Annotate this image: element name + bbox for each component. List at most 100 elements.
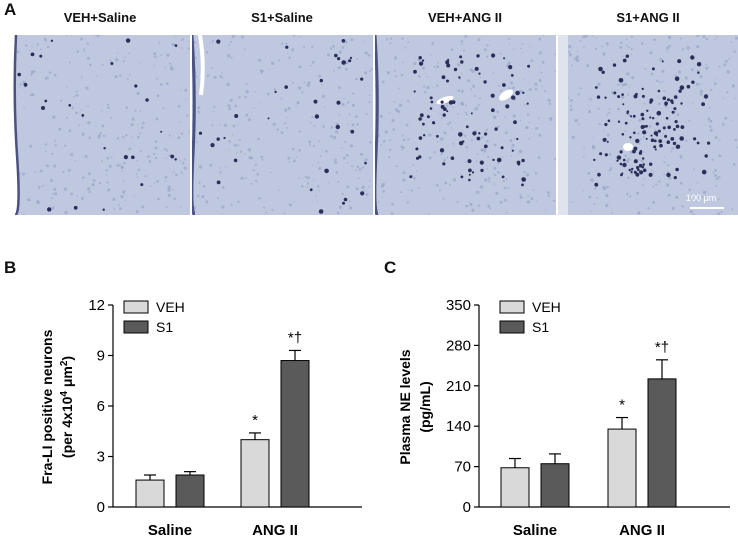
tissue-cell xyxy=(308,140,312,144)
stained-neuron xyxy=(413,90,416,93)
tissue-cell xyxy=(487,155,490,158)
tissue-cell xyxy=(718,154,722,158)
stained-neuron xyxy=(640,112,645,117)
tissue-cell xyxy=(230,203,233,206)
tissue-cell xyxy=(301,185,304,188)
tissue-cell xyxy=(365,193,369,197)
panel-letter-c: C xyxy=(384,258,397,277)
tissue-cell xyxy=(125,106,128,110)
tissue-cell xyxy=(209,163,213,167)
stained-neuron xyxy=(216,180,221,185)
tissue-cell xyxy=(325,149,328,152)
tissue-cell xyxy=(122,180,125,183)
stained-neuron xyxy=(607,119,611,123)
stained-neuron xyxy=(446,110,449,113)
stained-neuron xyxy=(474,66,479,71)
tissue-cell xyxy=(402,138,406,142)
tissue-cell xyxy=(460,40,464,43)
tissue-cell xyxy=(395,165,398,168)
tissue-cell xyxy=(407,151,409,153)
tissue-cell xyxy=(51,152,54,155)
tissue-cell xyxy=(625,159,629,164)
stained-neuron xyxy=(673,107,677,111)
tissue-cell xyxy=(570,98,573,102)
tissue-cell xyxy=(470,88,472,91)
stained-neuron xyxy=(415,147,419,151)
tissue-cell xyxy=(399,191,402,194)
tissue-cell xyxy=(122,190,126,194)
tissue-cell xyxy=(105,169,109,172)
legend-swatch xyxy=(499,300,525,314)
tissue-cell xyxy=(512,86,515,90)
stained-neuron xyxy=(134,84,138,88)
stained-neuron xyxy=(496,157,502,163)
tissue-cell xyxy=(112,197,116,201)
stained-neuron xyxy=(446,79,449,83)
tissue-cell xyxy=(594,47,597,50)
tissue-cell xyxy=(212,111,214,113)
tissue-cell xyxy=(356,58,359,61)
stained-neuron xyxy=(341,60,346,65)
tissue-cell xyxy=(358,168,362,171)
tissue-cell xyxy=(364,71,368,75)
tissue-cell xyxy=(705,63,707,66)
tissue-cell xyxy=(36,200,40,205)
tissue-cell xyxy=(63,187,67,191)
tissue-cell xyxy=(465,104,467,107)
tissue-cell xyxy=(497,171,500,174)
tissue-cell xyxy=(670,150,673,153)
tissue-cell xyxy=(318,74,322,78)
tissue-cell xyxy=(266,92,270,96)
tissue-cell xyxy=(728,58,730,60)
tissue-cell xyxy=(244,153,246,155)
tissue-cell xyxy=(677,70,682,74)
tissue-cell xyxy=(272,122,276,126)
tissue-cell xyxy=(312,144,315,147)
tissue-cell xyxy=(714,169,717,172)
tissue-cell xyxy=(92,179,96,182)
tissue-cell xyxy=(175,35,177,36)
tissue-cell xyxy=(84,154,88,158)
tissue-cell xyxy=(571,135,575,139)
tissue-cell xyxy=(525,127,528,129)
stained-neuron xyxy=(640,125,645,129)
tissue-cell xyxy=(649,51,653,55)
tissue-cell xyxy=(407,99,410,103)
tissue-cell xyxy=(708,106,711,109)
stained-neuron xyxy=(670,99,674,103)
tissue-cell xyxy=(718,65,721,68)
tissue-cell xyxy=(258,58,262,62)
bar-s1-saline xyxy=(540,463,570,508)
tissue-cell xyxy=(76,195,79,197)
tissue-cell xyxy=(337,211,340,215)
tissue-cell xyxy=(341,192,344,195)
tissue-cell xyxy=(248,156,252,160)
stained-neuron xyxy=(440,100,444,104)
tissue-cell xyxy=(726,70,730,74)
tissue-cell xyxy=(389,148,392,152)
stained-neuron xyxy=(704,154,708,158)
tissue-cell xyxy=(266,123,268,125)
tissue-cell xyxy=(495,191,499,195)
tissue-cell xyxy=(699,92,703,96)
tissue-cell xyxy=(390,212,394,215)
tissue-cell xyxy=(369,180,371,182)
y-axis-label-line2: (per 4x104 μm2) xyxy=(59,356,76,458)
tissue-cell xyxy=(88,136,91,140)
tissue-cell xyxy=(393,69,396,72)
tissue-cell xyxy=(394,108,399,112)
stained-neuron xyxy=(465,125,469,129)
tissue-cell xyxy=(433,151,436,154)
stained-neuron xyxy=(73,205,78,210)
tissue-cell xyxy=(51,192,54,195)
tissue-cell xyxy=(16,50,20,54)
stained-neuron xyxy=(651,67,655,71)
stained-neuron xyxy=(484,132,488,136)
tissue-cell xyxy=(425,72,427,74)
stained-neuron xyxy=(626,112,629,115)
tissue-cell xyxy=(401,37,404,40)
tissue-cell xyxy=(526,173,530,177)
tissue-cell xyxy=(636,191,640,195)
tissue-cell xyxy=(167,185,171,189)
tissue-cell xyxy=(311,45,314,49)
